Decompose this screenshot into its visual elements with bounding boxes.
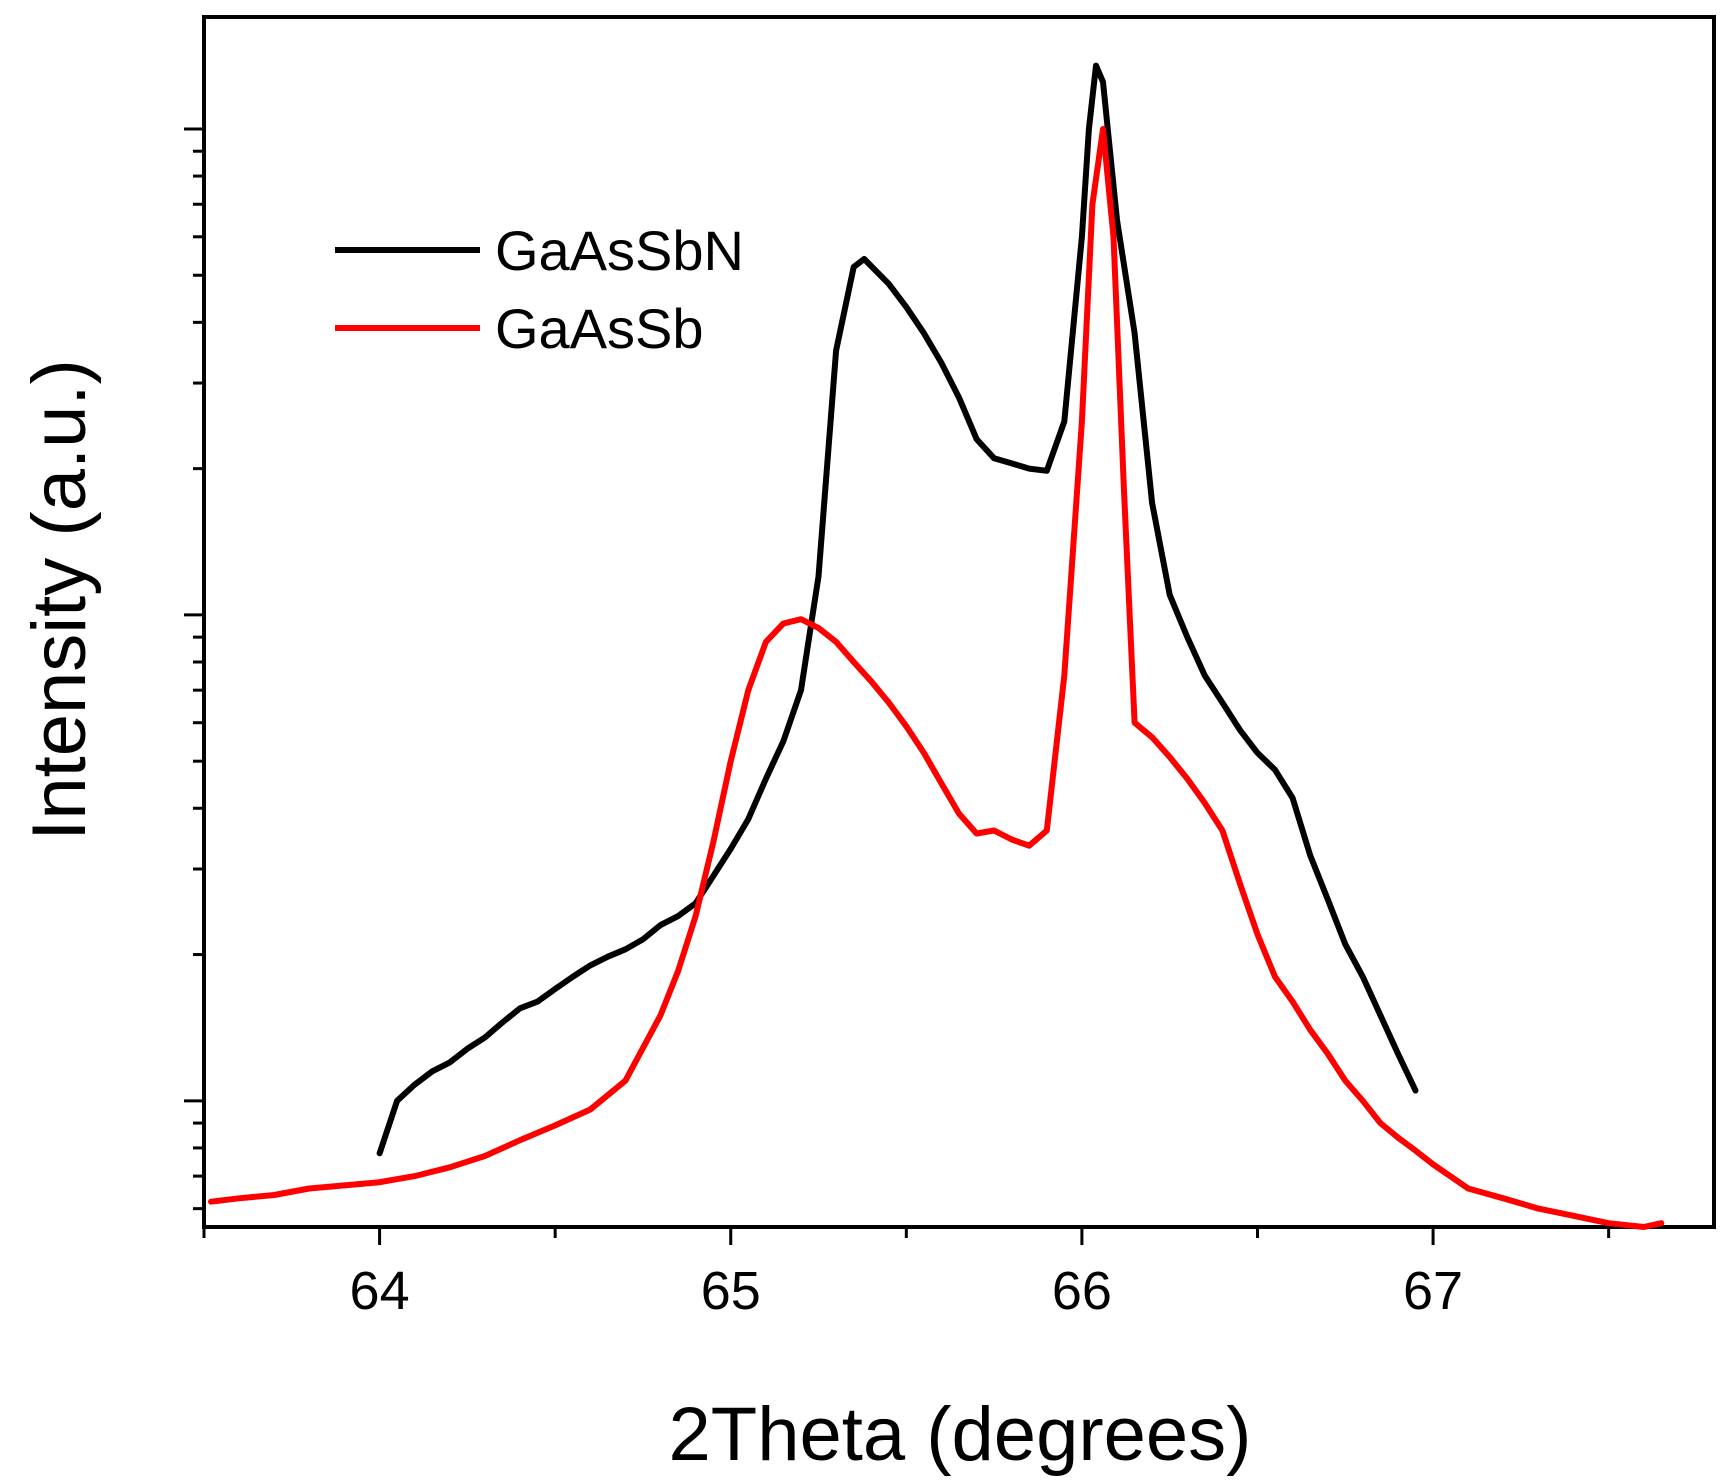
x-axis-ticks: 64 65 66 67 <box>202 1227 1611 1321</box>
series-layer <box>208 62 1665 1230</box>
legend: GaAsSbN GaAsSb <box>335 219 744 360</box>
y-axis-ticks <box>184 127 204 1211</box>
x-tick-label: 67 <box>1403 1261 1463 1321</box>
y-axis-title: Intensity (a.u.) <box>17 359 102 841</box>
x-tick-label: 66 <box>1052 1261 1112 1321</box>
series-line-gaassb <box>208 126 1665 1230</box>
series-line-gaassbn <box>376 62 1419 1157</box>
plot-frame <box>202 15 1716 1229</box>
x-tick-label: 65 <box>701 1261 761 1321</box>
legend-label-gaassb: GaAsSb <box>495 297 704 360</box>
legend-label-gaasbn: GaAsSbN <box>495 219 744 282</box>
x-tick-label: 64 <box>350 1261 410 1321</box>
x-axis-title: 2Theta (degrees) <box>669 1392 1252 1477</box>
